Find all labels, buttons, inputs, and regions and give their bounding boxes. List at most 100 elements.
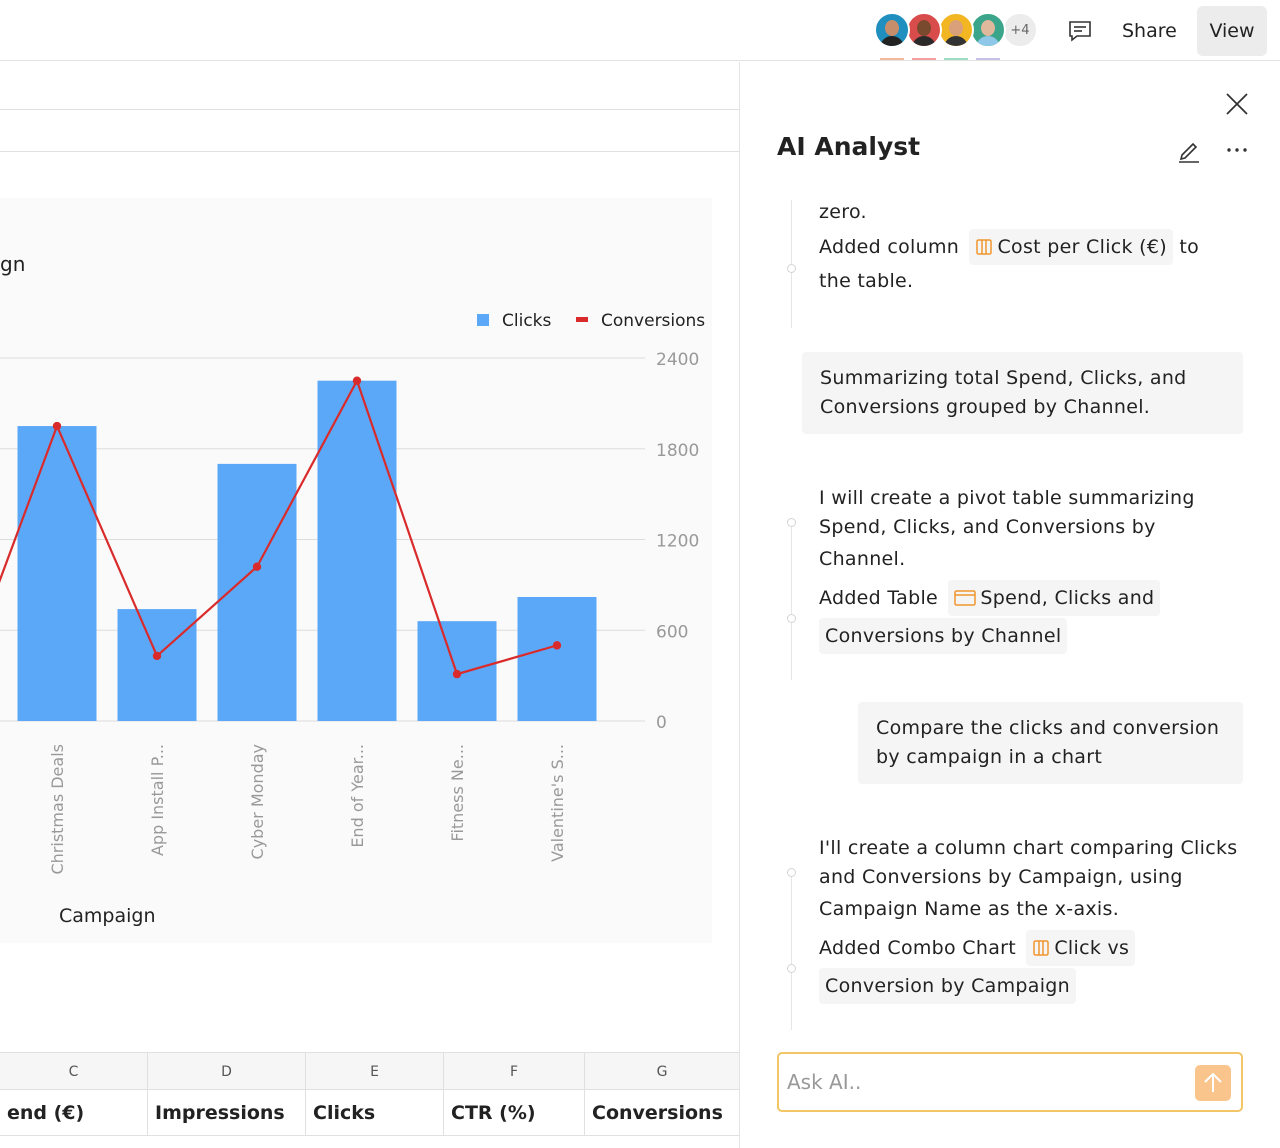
- column-letter-f[interactable]: F: [444, 1053, 585, 1091]
- avatar-presence-indicators: [880, 58, 1000, 60]
- comments-button[interactable]: [1066, 17, 1094, 45]
- sheet-divider: [0, 109, 739, 110]
- message-text: Channel.: [819, 548, 906, 570]
- x-tick-label: Christmas Deals: [48, 744, 67, 875]
- sheet-canvas[interactable]: gn 0 600 1200 1800 2400 Christmas Deals App I…: [0, 62, 740, 1148]
- close-panel-button[interactable]: [1223, 90, 1251, 118]
- message-text: Added Combo Chart: [819, 937, 1017, 959]
- pencil-icon: [1179, 142, 1199, 163]
- share-button[interactable]: Share: [1110, 8, 1189, 54]
- column-letter-e[interactable]: E: [306, 1053, 444, 1091]
- column-letter-g[interactable]: G: [585, 1053, 739, 1091]
- y-tick-label: 600: [656, 622, 688, 642]
- collaborator-avatars[interactable]: +4: [874, 12, 1038, 48]
- avatar-face: [885, 20, 899, 36]
- message-text: Compare the clicks and conversion: [876, 717, 1220, 739]
- table-icon: [954, 590, 977, 606]
- combo-chart[interactable]: gn 0 600 1200 1800 2400 Christmas Deals App I…: [0, 198, 712, 943]
- legend-swatch-conversions: [576, 317, 588, 322]
- timeline-dot: [787, 964, 796, 973]
- message-text: and Conversions by Campaign, using: [819, 866, 1183, 888]
- message-text: Added column: [819, 236, 960, 258]
- chart-chip[interactable]: Click vs: [1026, 930, 1136, 966]
- message-action: Added Combo Chart Click vs: [819, 930, 1259, 966]
- bar: [217, 463, 297, 721]
- message-text: zero.: [819, 201, 867, 223]
- x-tick-label: Valentine's S...: [548, 744, 567, 862]
- timeline-dot: [787, 868, 796, 877]
- message-text: by campaign in a chart: [876, 746, 1103, 768]
- column-header[interactable]: Clicks: [306, 1090, 444, 1136]
- chart-chip-continued[interactable]: Conversion by Campaign: [819, 968, 1077, 1004]
- column-header[interactable]: end (€): [0, 1090, 148, 1136]
- y-tick-label: 0: [656, 713, 667, 733]
- ask-ai-box: [777, 1052, 1243, 1112]
- column-header[interactable]: Conversions: [585, 1090, 739, 1136]
- line-point: [52, 421, 62, 431]
- presence-underline: [912, 58, 936, 60]
- comment-icon: [1069, 21, 1091, 42]
- bar: [17, 426, 97, 721]
- message-text: Campaign Name as the x-axis.: [819, 898, 1120, 920]
- avatar-body: [912, 36, 936, 46]
- presence-underline: [944, 58, 968, 60]
- chip-label: Spend, Clicks and: [980, 587, 1155, 609]
- user-message: Compare the clicks and conversion by cam…: [858, 702, 1243, 784]
- top-bar: +4 Share View: [0, 0, 1280, 61]
- message-text: Added Table: [819, 587, 939, 609]
- column-letter-c[interactable]: C: [0, 1053, 148, 1091]
- line-point: [452, 669, 462, 679]
- new-chat-button[interactable]: [1175, 136, 1203, 164]
- timeline-dot: [787, 518, 796, 527]
- assistant-message: zero. Added column Cost per Click (€) to…: [819, 198, 1239, 296]
- x-axis-label: Campaign: [59, 905, 156, 927]
- close-icon: [1226, 93, 1248, 115]
- avatar[interactable]: [938, 12, 974, 48]
- more-collaborators-badge[interactable]: +4: [1002, 12, 1038, 48]
- table-chip[interactable]: Spend, Clicks and: [948, 580, 1161, 616]
- table-chip-continued[interactable]: Conversions by Channel: [819, 618, 1068, 654]
- message-text: Summarizing total Spend, Clicks, and: [820, 367, 1187, 389]
- table-row[interactable]: [0, 1136, 739, 1148]
- bar: [317, 380, 397, 721]
- avatar[interactable]: [874, 12, 910, 48]
- ellipsis-icon: [1227, 148, 1247, 152]
- ask-ai-input[interactable]: [787, 1062, 1187, 1102]
- chip-label: Cost per Click (€): [997, 236, 1167, 258]
- avatar-body: [944, 36, 968, 46]
- line-point: [552, 641, 562, 650]
- message-text: Conversions grouped by Channel.: [820, 396, 1151, 418]
- x-tick-label: App Install P...: [148, 744, 167, 856]
- column-letter-d[interactable]: D: [148, 1053, 306, 1091]
- column-header[interactable]: CTR (%): [444, 1090, 585, 1136]
- y-tick-label: 1800: [656, 441, 699, 461]
- more-options-button[interactable]: [1223, 136, 1251, 164]
- view-button[interactable]: View: [1197, 6, 1267, 56]
- chart-plot: 0 600 1200 1800 2400 Christmas Deals App Inst…: [0, 311, 705, 927]
- timeline-dot: [787, 264, 796, 273]
- avatar[interactable]: [970, 12, 1006, 48]
- chart-icon: [1033, 940, 1050, 956]
- x-tick-label: End of Year...: [348, 744, 367, 848]
- user-message: Summarizing total Spend, Clicks, and Con…: [802, 352, 1243, 434]
- message-timeline: [791, 520, 792, 680]
- avatar-face: [949, 20, 963, 36]
- panel-title: AI Analyst: [777, 132, 921, 161]
- header-row: end (€) Impressions Clicks CTR (%) Conversio…: [0, 1090, 739, 1136]
- send-button[interactable]: [1195, 1065, 1231, 1101]
- column-header[interactable]: Impressions: [148, 1090, 306, 1136]
- message-text: I will create a pivot table summarizing: [819, 487, 1195, 509]
- ai-analyst-panel: AI Analyst zero. Added column Cost per C…: [741, 62, 1280, 1148]
- y-tick-label: 2400: [656, 350, 699, 370]
- y-tick-label: 1200: [656, 532, 699, 552]
- assistant-message: I'll create a column chart comparing Cli…: [819, 834, 1259, 1004]
- avatar-body: [976, 36, 1000, 46]
- bar: [517, 596, 597, 721]
- assistant-message: I will create a pivot table summarizing …: [819, 484, 1249, 654]
- column-chip[interactable]: Cost per Click (€): [969, 229, 1173, 265]
- avatar[interactable]: [906, 12, 942, 48]
- column-icon: [976, 239, 993, 255]
- line-point: [352, 376, 362, 385]
